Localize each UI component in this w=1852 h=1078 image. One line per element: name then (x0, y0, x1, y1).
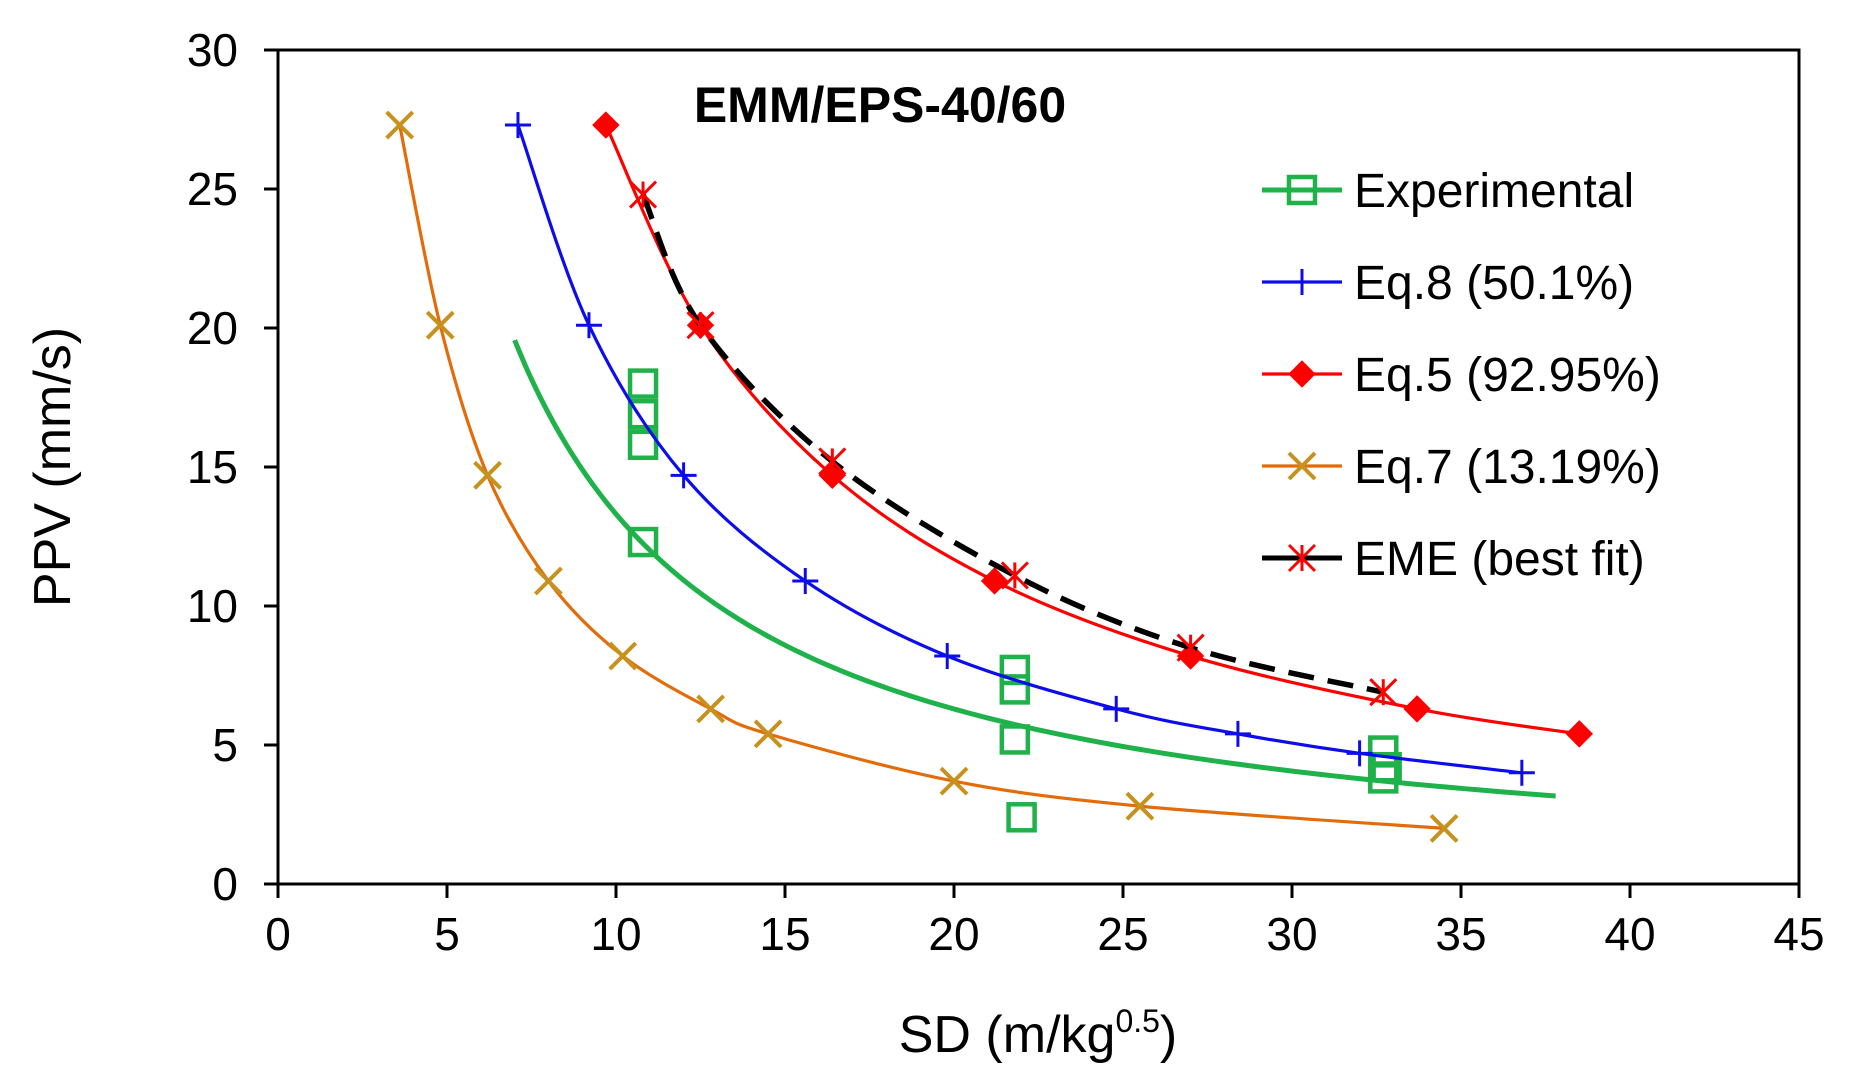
series-eq-7-13-19 (385, 110, 1459, 843)
x-tick-label: 10 (590, 908, 641, 960)
x-axis-title-superscript: 0.5 (1115, 1003, 1159, 1039)
data-point (1125, 791, 1155, 821)
data-point (999, 674, 1031, 705)
data-point (627, 526, 659, 558)
data-point (425, 310, 455, 340)
data-point (1224, 720, 1251, 747)
data-point (385, 110, 415, 140)
series-experimental (512, 339, 1556, 833)
series-line (516, 124, 1523, 775)
data-point (473, 460, 502, 490)
series-line (398, 124, 1445, 830)
plot-area (276, 48, 1801, 886)
x-axis-title-end: ) (1160, 1006, 1177, 1064)
series-layer (385, 110, 1594, 843)
data-point (999, 654, 1031, 686)
data-point (818, 447, 847, 476)
legend-marker (1288, 360, 1316, 388)
chart-title: EMM/EPS-40/60 (694, 77, 1066, 133)
legend-item: Eq.8 (50.1%) (1262, 257, 1634, 310)
data-point (504, 112, 531, 139)
x-tick-label: 20 (928, 908, 979, 960)
data-point (575, 312, 602, 339)
data-point (939, 766, 969, 796)
x-tick-label: 0 (265, 908, 291, 960)
data-point (792, 567, 819, 594)
legend-label: Eq.5 (92.95%) (1354, 349, 1661, 402)
data-point (1000, 561, 1029, 590)
data-point (686, 311, 715, 340)
data-point (628, 180, 658, 209)
data-point (1103, 695, 1130, 722)
legend-marker (1286, 174, 1318, 206)
legend-item: Eq.5 (92.95%) (1262, 349, 1661, 402)
legend-label: Eq.7 (13.19%) (1354, 441, 1661, 494)
data-point (627, 398, 659, 430)
data-point (1346, 740, 1373, 767)
data-point (627, 368, 659, 399)
legend-marker (1287, 451, 1317, 481)
y-tick-label: 30 (187, 24, 238, 76)
legend: Experimental Eq.8 (50.1%) Eq.5 (92.95%) Eq.… (1262, 165, 1661, 586)
x-tick-label: 15 (759, 908, 810, 960)
legend-item: Eq.7 (13.19%) (1262, 441, 1661, 494)
y-axis-title: PPV (mm/s) (24, 327, 82, 607)
legend-label: EME (best fit) (1354, 533, 1645, 586)
x-axis-title: SD (m/kg0.5) (899, 1003, 1178, 1064)
x-tick-label: 30 (1266, 908, 1317, 960)
series-eme-best-fit (628, 180, 1398, 707)
data-point (1176, 633, 1205, 662)
legend-marker (1287, 543, 1317, 573)
data-point (1369, 678, 1398, 707)
data-point (627, 429, 659, 461)
data-point (1368, 763, 1399, 794)
x-tick-label: 35 (1435, 908, 1486, 960)
y-tick-label: 0 (212, 858, 238, 910)
y-tick-label: 5 (212, 719, 238, 771)
legend-item: Experimental (1262, 165, 1634, 218)
legend-marker (1289, 269, 1315, 295)
legend-label: Experimental (1354, 165, 1634, 218)
data-point (592, 111, 620, 139)
x-axis-title-main: SD (m/kg (899, 1006, 1116, 1064)
x-tick-label: 25 (1097, 908, 1148, 960)
y-tick-label: 15 (187, 441, 238, 493)
data-point (670, 462, 697, 489)
y-tick-label: 20 (187, 302, 238, 354)
series-eq-8-50-1 (504, 112, 1535, 786)
x-axis-ticks: 0 5 10 15 20 25 30 35 40 45 (265, 884, 1825, 960)
data-point (753, 719, 783, 749)
legend-item: EME (best fit) (1262, 533, 1645, 586)
x-tick-label: 5 (434, 908, 460, 960)
legend-label: Eq.8 (50.1%) (1354, 257, 1634, 310)
data-point (1565, 720, 1594, 748)
data-point (999, 724, 1031, 755)
data-point (934, 643, 961, 670)
data-point (1429, 813, 1459, 843)
data-point (1508, 759, 1535, 786)
data-point (1403, 695, 1431, 723)
x-tick-label: 40 (1604, 908, 1655, 960)
data-point (608, 641, 638, 671)
y-tick-label: 10 (187, 580, 238, 632)
data-point (533, 566, 563, 596)
y-axis-ticks: 0 5 10 15 20 25 30 (187, 24, 278, 910)
data-point (696, 694, 726, 724)
x-tick-label: 45 (1773, 908, 1824, 960)
data-point (1006, 802, 1037, 833)
y-tick-label: 25 (187, 163, 238, 215)
